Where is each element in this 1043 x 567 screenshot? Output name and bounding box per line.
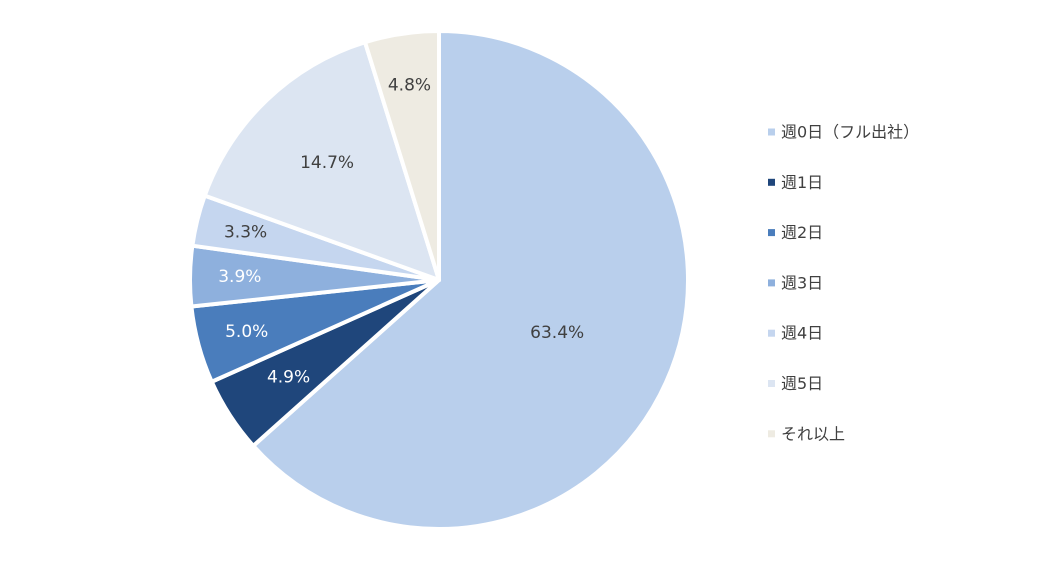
legend-swatch: [768, 279, 775, 287]
legend-swatch: [768, 178, 775, 186]
pie-slice-labels: 63.4% 4.9% 5.0% 3.9% 3.3% 14.7% 4.8%: [218, 76, 584, 388]
slice-value-label: 63.4%: [530, 323, 584, 343]
legend-swatch: [768, 128, 775, 136]
legend-swatch: [768, 380, 775, 387]
slice-value-label: 4.8%: [388, 76, 431, 96]
pie-slice: [202, 40, 441, 282]
slice-value-label: 3.9%: [218, 267, 261, 287]
pie-slice: [363, 29, 441, 282]
legend-label: 週3日: [781, 273, 823, 292]
slice-value-label: 4.9%: [267, 367, 310, 387]
legend-label: それ以上: [781, 424, 845, 443]
legend-label: 週2日: [781, 223, 823, 242]
pie-slices: [188, 29, 690, 531]
slice-value-label: 14.7%: [300, 153, 354, 173]
slice-value-label: 5.0%: [225, 322, 268, 342]
legend-label: 週1日: [781, 173, 823, 192]
slice-value-label: 3.3%: [224, 222, 267, 242]
legend-swatch: [768, 329, 775, 337]
legend-swatch: [768, 229, 775, 237]
legend-label: 週4日: [781, 324, 823, 343]
legend-swatch: [768, 430, 775, 438]
legend-label: 週5日: [781, 374, 823, 393]
legend-label: 週0日（フル出社）: [781, 123, 919, 142]
pie-slice: [251, 29, 690, 531]
